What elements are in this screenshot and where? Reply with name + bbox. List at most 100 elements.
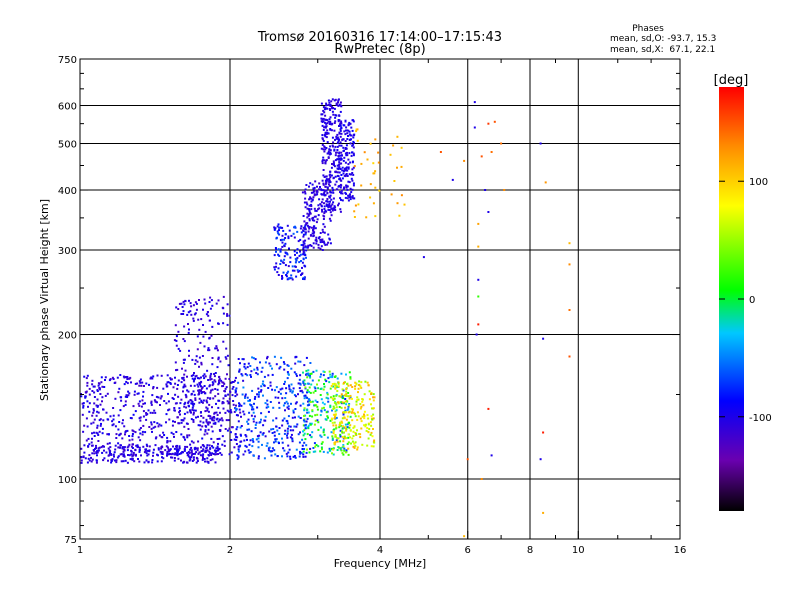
echo-point — [347, 166, 350, 169]
echo-point — [350, 177, 353, 180]
echo-point — [198, 451, 201, 454]
echo-point — [123, 455, 126, 458]
echo-point — [283, 368, 286, 371]
echo-point — [345, 411, 348, 414]
echo-point — [320, 205, 323, 208]
echo-point — [106, 392, 109, 395]
echo-point — [257, 437, 260, 440]
echo-point — [269, 381, 272, 384]
echo-point — [341, 192, 344, 195]
echo-point — [304, 245, 307, 248]
echo-point — [345, 393, 348, 395]
echo-point — [323, 225, 326, 228]
echo-point — [390, 193, 393, 196]
echo-point — [328, 123, 331, 125]
echo-point — [344, 129, 347, 132]
echo-point — [332, 405, 335, 408]
echo-point — [363, 415, 366, 418]
echo-point — [294, 253, 296, 256]
echo-point — [217, 442, 219, 445]
echo-point — [320, 245, 323, 248]
echo-point — [187, 323, 189, 325]
echo-point — [365, 429, 368, 432]
echo-point — [186, 461, 189, 464]
echo-point — [248, 411, 251, 414]
echo-point — [309, 362, 312, 364]
echo-point — [374, 186, 377, 189]
echo-point — [324, 121, 326, 124]
echo-point — [187, 331, 190, 334]
echo-point — [207, 314, 210, 317]
echo-point — [199, 411, 202, 414]
echo-point — [242, 453, 245, 456]
echo-point — [285, 387, 288, 390]
echo-point — [274, 453, 277, 456]
echo-point — [285, 452, 288, 455]
echo-point — [111, 420, 114, 423]
echo-point — [249, 439, 252, 442]
echo-point — [243, 413, 246, 416]
echo-point — [284, 429, 287, 432]
echo-point — [297, 360, 300, 363]
echo-point — [355, 383, 358, 386]
echo-point — [165, 445, 168, 448]
echo-point — [254, 427, 257, 429]
echo-point — [217, 449, 220, 452]
echo-point — [90, 460, 93, 463]
echo-point — [192, 458, 195, 461]
echo-point — [207, 349, 210, 352]
echo-point — [231, 394, 234, 397]
echo-point — [128, 392, 131, 395]
echo-point — [186, 313, 189, 316]
echo-point — [211, 363, 214, 366]
echo-point — [118, 446, 121, 449]
echo-point — [342, 188, 345, 191]
echo-point — [126, 376, 129, 378]
echo-point — [361, 400, 364, 403]
echo-point — [335, 409, 338, 412]
echo-point — [356, 399, 359, 401]
echo-point — [302, 253, 305, 256]
echo-point — [166, 451, 169, 453]
echo-point — [281, 275, 283, 277]
echo-point — [178, 302, 181, 305]
echo-point — [283, 255, 286, 258]
echo-point — [352, 173, 355, 176]
echo-point — [281, 245, 284, 248]
echo-point — [253, 368, 256, 371]
echo-point — [330, 418, 333, 421]
echo-point — [368, 398, 371, 401]
echo-point — [340, 120, 343, 123]
echo-point — [318, 207, 321, 210]
echo-point — [327, 400, 330, 403]
echo-point — [108, 454, 111, 457]
echo-point — [287, 270, 290, 273]
echo-point — [134, 448, 137, 451]
echo-point — [198, 328, 201, 331]
echo-point — [473, 101, 476, 104]
echo-point — [182, 313, 185, 315]
echo-point — [103, 445, 105, 448]
echo-point — [347, 167, 350, 170]
echo-point — [337, 446, 340, 449]
echo-point — [352, 430, 355, 433]
echo-point — [253, 415, 256, 418]
echo-point — [300, 244, 303, 246]
echo-point — [297, 240, 300, 243]
echo-point — [351, 195, 354, 198]
echo-point — [189, 384, 192, 387]
echo-point — [298, 387, 301, 390]
echo-point — [205, 400, 208, 403]
echo-point — [312, 242, 315, 245]
echo-point — [307, 225, 310, 228]
echo-point — [326, 107, 329, 110]
echo-point — [346, 175, 349, 177]
echo-point — [127, 454, 129, 456]
echo-point — [284, 264, 287, 267]
echo-point — [228, 314, 231, 317]
echo-point — [332, 432, 335, 435]
echo-point — [293, 394, 296, 396]
echo-point — [345, 388, 348, 390]
echo-point — [91, 390, 94, 392]
echo-point — [326, 141, 329, 144]
